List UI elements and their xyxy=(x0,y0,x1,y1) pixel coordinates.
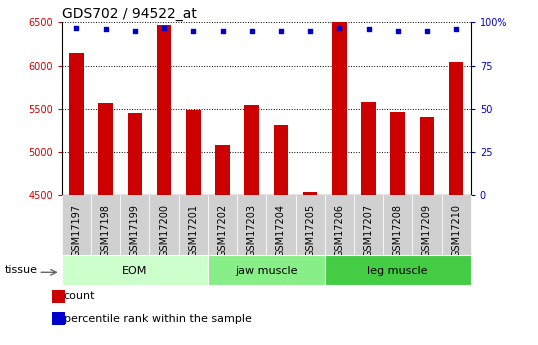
Text: GSM17198: GSM17198 xyxy=(101,204,111,257)
Text: tissue: tissue xyxy=(5,265,38,275)
Point xyxy=(101,27,110,32)
Text: GDS702 / 94522_at: GDS702 / 94522_at xyxy=(62,7,197,21)
Bar xyxy=(266,195,295,255)
Bar xyxy=(52,290,65,303)
Bar xyxy=(52,313,65,325)
Text: GSM17208: GSM17208 xyxy=(393,204,403,257)
Bar xyxy=(121,195,150,255)
Text: GSM17210: GSM17210 xyxy=(451,204,461,257)
Text: count: count xyxy=(63,291,95,301)
Text: GSM17199: GSM17199 xyxy=(130,204,140,257)
Bar xyxy=(354,195,383,255)
Text: GSM17207: GSM17207 xyxy=(364,204,373,257)
Bar xyxy=(420,117,434,195)
Text: GSM17200: GSM17200 xyxy=(159,204,169,257)
Text: GSM17203: GSM17203 xyxy=(247,204,257,257)
Text: GSM17201: GSM17201 xyxy=(188,204,199,257)
Bar xyxy=(215,145,230,195)
Point xyxy=(423,28,431,34)
Point xyxy=(131,28,139,34)
Text: jaw muscle: jaw muscle xyxy=(235,266,298,276)
Bar xyxy=(274,125,288,195)
Text: GSM17205: GSM17205 xyxy=(305,204,315,257)
Point xyxy=(72,25,81,30)
Bar xyxy=(98,104,113,195)
Bar xyxy=(62,195,91,255)
Text: percentile rank within the sample: percentile rank within the sample xyxy=(63,314,251,324)
Point xyxy=(306,28,314,34)
Point xyxy=(452,27,461,32)
Bar xyxy=(449,62,463,195)
Bar xyxy=(128,113,142,195)
Bar xyxy=(383,195,412,255)
Bar xyxy=(208,255,325,285)
Text: GSM17204: GSM17204 xyxy=(276,204,286,257)
Bar xyxy=(412,195,442,255)
Bar xyxy=(325,195,354,255)
Bar xyxy=(295,195,325,255)
Point xyxy=(247,28,256,34)
Bar xyxy=(208,195,237,255)
Point xyxy=(160,25,168,30)
Point xyxy=(189,28,197,34)
Point xyxy=(218,28,227,34)
Bar xyxy=(62,255,208,285)
Bar xyxy=(303,192,317,195)
Text: leg muscle: leg muscle xyxy=(367,266,428,276)
Text: EOM: EOM xyxy=(122,266,147,276)
Bar xyxy=(91,195,121,255)
Point xyxy=(277,28,285,34)
Bar xyxy=(361,102,376,195)
Bar xyxy=(442,195,471,255)
Text: GSM17209: GSM17209 xyxy=(422,204,432,257)
Text: GSM17202: GSM17202 xyxy=(217,204,228,257)
Bar xyxy=(237,195,266,255)
Bar xyxy=(69,52,84,195)
Point xyxy=(393,28,402,34)
Bar xyxy=(244,105,259,195)
Point xyxy=(335,25,344,30)
Point xyxy=(364,27,373,32)
Bar xyxy=(150,195,179,255)
Bar xyxy=(391,112,405,195)
Bar xyxy=(332,22,346,195)
Bar xyxy=(179,195,208,255)
Bar xyxy=(186,109,201,195)
Bar xyxy=(157,25,172,195)
Text: GSM17197: GSM17197 xyxy=(72,204,81,257)
Text: GSM17206: GSM17206 xyxy=(334,204,344,257)
Bar xyxy=(325,255,471,285)
